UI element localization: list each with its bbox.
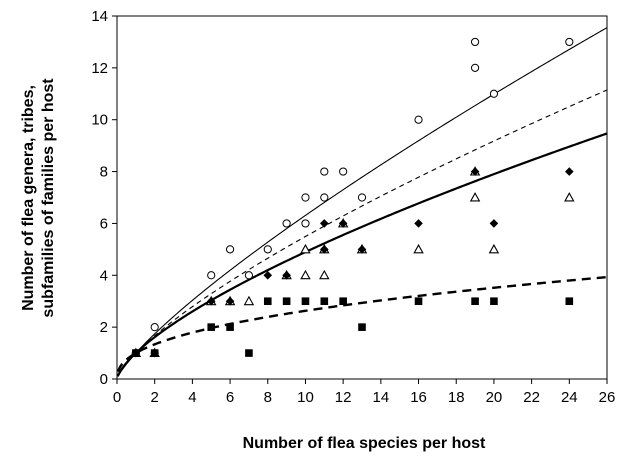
x-tick-label: 26 — [599, 389, 616, 406]
filled-square-point — [471, 297, 479, 306]
filled-diamond-point — [489, 219, 499, 228]
fit-lines — [116, 27, 608, 377]
filled-diamond-point — [225, 296, 235, 306]
y-tick-label: 0 — [100, 371, 108, 388]
filled-square-point — [358, 323, 366, 331]
filled-diamond-point — [263, 270, 273, 280]
filled-diamond-point — [320, 245, 329, 254]
filled-diamond-point — [338, 219, 348, 228]
open-triangle-point — [488, 243, 500, 254]
data-points — [130, 37, 575, 358]
filled-square-point — [245, 349, 253, 357]
open-circle-point — [320, 167, 329, 176]
filled-square-point — [263, 297, 272, 306]
filled-square-point — [339, 297, 347, 306]
x-tick-label: 0 — [113, 389, 121, 406]
filled-square-point — [414, 297, 423, 306]
open-circle-point — [263, 245, 272, 254]
x-tick-label: 6 — [226, 389, 234, 406]
open-circle-point — [357, 193, 367, 202]
y-tick-label: 12 — [91, 60, 108, 77]
open-triangle-point — [300, 269, 311, 280]
x-tick-label: 4 — [188, 389, 196, 406]
open-circle-point — [244, 271, 254, 280]
filled-square-point — [490, 297, 498, 306]
open-circle-point — [470, 63, 480, 72]
open-triangle-point — [469, 192, 481, 202]
filled-square-point — [565, 297, 574, 306]
open-circle-point — [301, 219, 310, 228]
filled-diamond-point — [565, 167, 574, 176]
y-tick-label: 6 — [100, 215, 108, 232]
x-tick-label: 10 — [297, 389, 314, 406]
x-axis: 0 2 4 6 8 10 12 14 16 18 20 22 24 26 — [113, 379, 616, 406]
filled-diamond-point — [320, 219, 329, 228]
filled-diamond-point — [414, 219, 423, 228]
y-tick-label: 10 — [91, 112, 108, 129]
fit-curve-thin-dashed — [117, 89, 608, 377]
open-circle-point — [470, 37, 480, 47]
y-axis: 0 2 4 6 8 10 12 14 — [91, 8, 117, 388]
filled-square-point — [320, 297, 329, 306]
open-triangle-point — [413, 243, 424, 254]
open-circle-point — [282, 219, 291, 228]
open-triangle-point — [564, 192, 575, 202]
filled-square-point — [226, 323, 234, 331]
x-tick-label: 8 — [264, 389, 272, 406]
x-tick-label: 2 — [151, 389, 159, 406]
y-tick-label: 2 — [100, 319, 108, 336]
x-tick-label: 24 — [561, 389, 578, 406]
x-tick-label: 16 — [410, 389, 427, 406]
filled-square-point — [207, 323, 216, 331]
filled-square-point — [150, 349, 159, 357]
y-axis-title-line-1: Number of flea genera, tribes, — [20, 85, 37, 311]
open-circle-point — [320, 193, 329, 202]
y-tick-label: 8 — [100, 164, 108, 181]
open-circle-point — [565, 37, 574, 47]
y-axis-title-line-2: subfamilies of families per host — [40, 78, 57, 318]
filled-square-point — [282, 297, 291, 306]
open-circle-point — [414, 115, 423, 124]
fit-curve-thin-solid — [117, 27, 608, 377]
open-circle-point — [225, 245, 235, 254]
x-tick-label: 20 — [486, 389, 503, 406]
filled-diamond-point — [470, 167, 480, 176]
open-circle-point — [301, 193, 310, 202]
filled-square-point — [132, 349, 140, 357]
x-tick-label: 22 — [523, 389, 540, 406]
open-circle-point — [339, 167, 348, 176]
plot-frame — [116, 15, 608, 380]
filled-square-point — [301, 297, 310, 306]
filled-diamond-point — [206, 296, 216, 306]
plot-border — [116, 15, 608, 380]
open-circle-point — [489, 89, 499, 98]
filled-diamond-point — [357, 245, 367, 254]
open-circle-point — [150, 323, 159, 332]
x-tick-label: 18 — [448, 389, 465, 406]
open-triangle-point — [319, 269, 330, 280]
y-tick-label: 4 — [100, 267, 108, 284]
open-triangle-point — [300, 243, 311, 254]
y-tick-label: 14 — [91, 8, 108, 25]
open-triangle-point — [243, 295, 255, 306]
x-tick-label: 14 — [373, 389, 390, 406]
fit-curve-thick-dashed — [116, 275, 608, 373]
open-circle-point — [207, 271, 216, 280]
fit-curve-thick-solid — [116, 132, 608, 377]
filled-diamond-point — [282, 270, 291, 280]
x-tick-label: 12 — [335, 389, 352, 406]
x-axis-title: Number of flea species per host — [243, 435, 486, 452]
